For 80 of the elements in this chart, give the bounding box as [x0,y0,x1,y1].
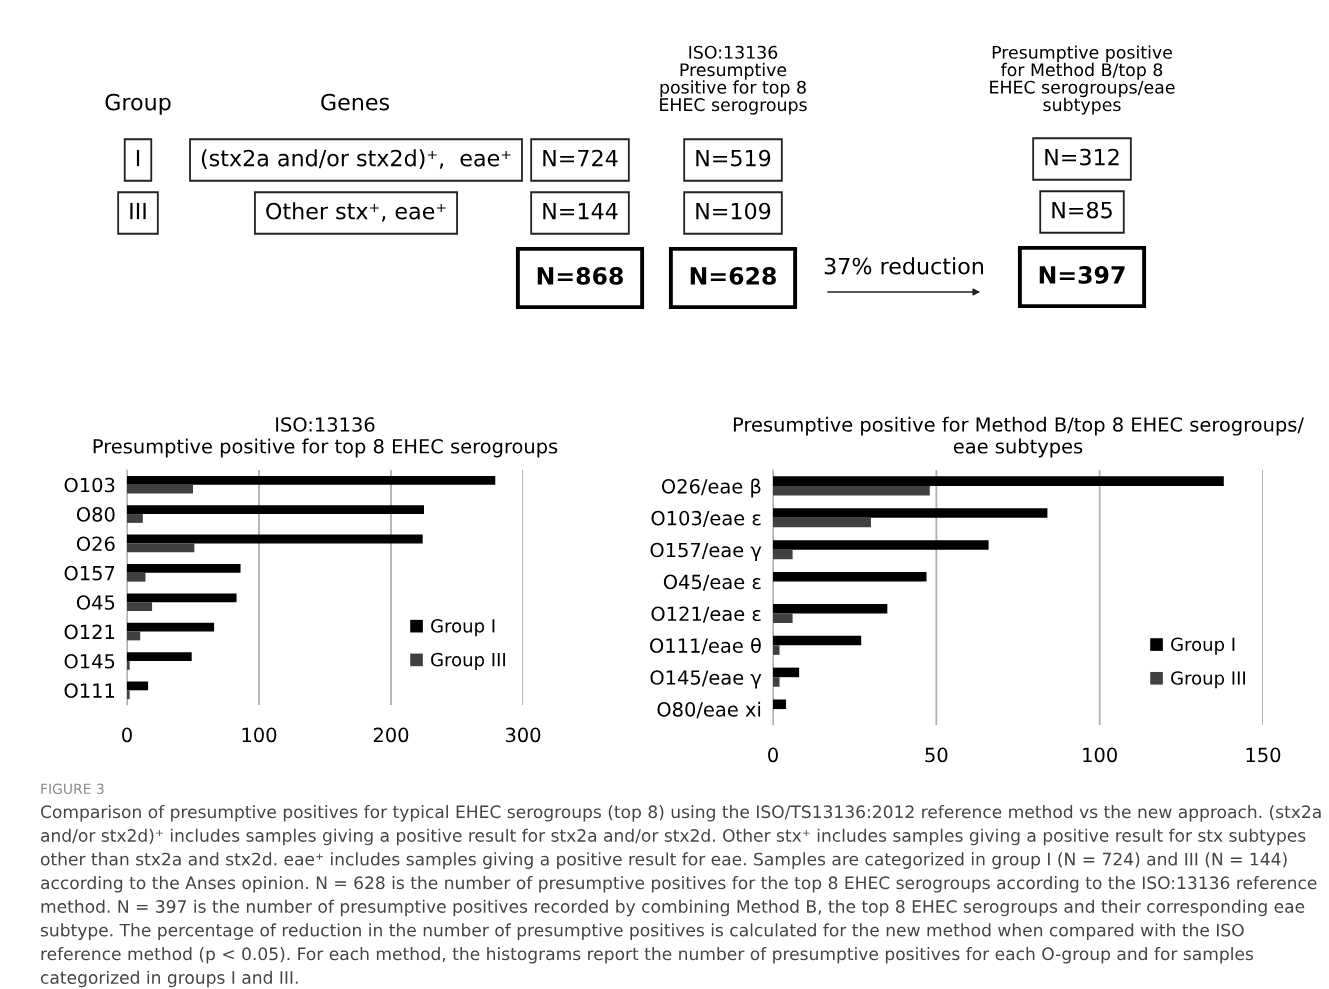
text: N=519 [696,149,771,167]
text: Other stx⁺, eae⁺ [266,202,446,222]
y-tick-label: O80 [76,507,115,522]
y-tick-label: O45/eae ε [663,574,761,591]
text: N=85 [1052,201,1112,219]
bar [127,622,215,632]
bar [127,505,424,515]
y-tick-label: O145/eae γ [650,670,762,689]
chart-title: Presumptive positive for Method B/top 8 EHEC serogroups/ eae subtypes [733,416,1304,458]
bar [127,564,241,573]
bar [773,667,800,678]
text: III [130,202,146,220]
bar [773,508,1048,518]
bar [773,540,989,550]
y-tick-label: O157/eae γ [650,542,762,562]
bar [127,593,237,603]
bar [127,514,143,523]
text: N=397 [1039,265,1125,284]
text: I [136,149,140,167]
bar [127,484,193,494]
y-tick-label: O111 [64,683,115,698]
y-tick-label: O111/eae θ [650,637,761,655]
x-tick-label: 300 [505,727,541,743]
text: N=868 [537,266,623,285]
text: (stx2a and/or stx2d)⁺, eae⁺ [201,149,511,170]
bar [127,543,195,553]
bar [773,613,793,623]
legend-label: Group I [1171,637,1235,655]
text: N=724 [543,149,618,167]
y-tick-label: O157 [64,565,115,581]
x-tick-label: 200 [373,727,409,743]
bar [127,631,141,641]
text: Comparison of presumptive positives for typical EHEC serogroups (top 8) using the ISO/TS13136:2012 reference method vs the new approach. (stx2a and/or stx2d)⁺ includes samples giving a positive result for stx2a and/or stx2d. Other stx⁺ includes samples giving a positive result for stx subtypes other than stx2a and stx2d. eae⁺ includes samples giving a positive result for eae. Samples are categorized in group I (N = 724) and III (N = 144) according to the Anses opinion. N = 628 is the number of presumptive positives for the top 8 EHEC serogroups according to the ISO:13136 reference method. N = 397 is the number of presumptive positives recorded by combining Method B, the top 8 EHEC serogroups and their corresponding eae subtype. The percentage of reduction in the number of presumptive positives is calculated for the new method when compared with the ISO reference method (p < 0.05). For each method, the histograms report the number of presumptive positives for each O-group and for samples categorized in groups I and III. [40,805,1321,988]
bar [773,549,793,560]
text: Genes [321,93,390,111]
bar [773,635,862,646]
text: N=109 [696,202,771,220]
bar [773,677,780,687]
chart-title: ISO:13136 Presumptive positive for top 8 EHEC serogroups [93,417,558,458]
x-tick-label: 0 [768,747,778,763]
caption: FIGURE 3 [41,783,104,795]
bar [773,517,871,528]
bar [127,681,149,691]
y-tick-label: O145 [64,653,115,669]
bar [773,603,888,614]
bar [127,660,130,670]
y-tick-label: O45 [76,595,115,610]
legend-label: Group III [431,652,505,670]
y-tick-label: O103 [64,477,115,493]
bar [127,572,146,582]
text: 37% reduction [824,257,983,275]
text: Group [105,93,171,115]
bar [773,699,787,710]
x-tick-label: 50 [925,747,948,763]
x-tick-label: 100 [1083,747,1117,763]
text: N=628 [690,266,776,285]
bar [127,475,496,485]
bar [773,572,927,582]
text: ISO:13136 Presumptive positive for top 8 EHEC serogroups [660,45,807,115]
bar [773,485,930,496]
y-tick-label: O26 [76,536,115,552]
text: N=312 [1045,148,1119,166]
bar [773,476,1224,486]
text: Presumptive positive for Method B/top 8 EHEC serogroups/eae subtypes [990,45,1175,115]
y-tick-label: O121/eae ε [651,606,761,623]
x-tick-label: 100 [242,727,277,743]
legend-label: Group I [431,619,495,637]
bar [773,645,780,655]
bar [127,602,153,611]
y-tick-label: O121 [64,624,115,640]
x-tick-label: 150 [1246,747,1281,763]
bar [127,652,192,661]
bar [127,534,423,544]
y-tick-label: O26/eae β [661,478,761,498]
y-tick-label: O103/eae ε [651,510,761,527]
legend-label: Group III [1171,671,1245,689]
text: N=144 [543,202,618,220]
bar [127,690,130,700]
x-tick-label: 0 [122,727,132,743]
y-tick-label: O80/eae xi [657,701,761,719]
